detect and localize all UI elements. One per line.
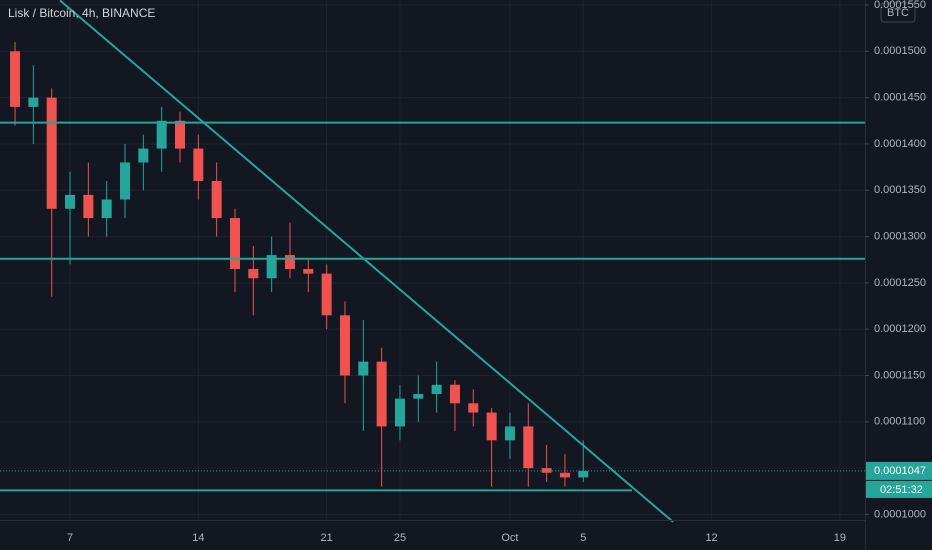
- x-tick-label: 21: [321, 532, 333, 544]
- y-tick-label: 0.0001300: [874, 230, 926, 242]
- candle-body: [193, 148, 204, 181]
- candle-body: [431, 384, 442, 395]
- x-tick-label: 19: [834, 532, 846, 544]
- y-tick-label: 0.0001200: [874, 323, 926, 335]
- candle-body: [46, 97, 57, 209]
- candle-body: [578, 470, 589, 478]
- last-price-box: [866, 461, 932, 480]
- candle-body: [83, 194, 94, 219]
- candle-body: [284, 255, 295, 269]
- candle-body: [486, 412, 497, 441]
- candle-body: [65, 194, 76, 209]
- candle-body: [248, 268, 259, 279]
- x-tick-label: 14: [192, 532, 204, 544]
- candle-body: [468, 403, 479, 413]
- y-tick-label: 0.0001000: [874, 508, 926, 520]
- y-tick-label: 0.0001350: [874, 184, 926, 196]
- candle-body: [138, 148, 149, 163]
- x-tick-label: 7: [67, 532, 73, 544]
- candle-body: [10, 51, 21, 107]
- y-tick-label: 0.0001550: [874, 0, 926, 11]
- x-tick-label: 5: [580, 532, 586, 544]
- candle-body: [504, 426, 515, 441]
- candle-body: [156, 120, 167, 149]
- y-tick-label: 0.0001100: [874, 416, 925, 428]
- candle-body: [413, 394, 424, 399]
- currency-label: BTC: [887, 7, 909, 19]
- candle-body: [339, 315, 350, 376]
- candle-body: [101, 199, 112, 219]
- candle-body: [303, 268, 314, 274]
- x-tick-label: 12: [705, 532, 717, 544]
- candle-body: [266, 255, 277, 279]
- candle-body: [394, 398, 405, 427]
- y-tick-label: 0.0001500: [874, 45, 926, 57]
- y-tick-label: 0.0001400: [874, 138, 926, 150]
- x-tick-label: Oct: [501, 532, 518, 544]
- candle-body: [175, 120, 186, 149]
- trend-line: [59, 0, 674, 523]
- candle-body: [229, 218, 240, 269]
- candle-body: [358, 361, 369, 376]
- candle-body: [559, 472, 570, 478]
- x-tick-label: 25: [394, 532, 406, 544]
- last-price-label: 0.0001047: [874, 465, 926, 477]
- candle-body: [211, 180, 222, 219]
- countdown-label: 02:51:32: [880, 484, 923, 496]
- y-tick-label: 0.0001150: [874, 369, 925, 381]
- y-tick-label: 0.0001450: [874, 92, 926, 104]
- currency-badge[interactable]: [880, 2, 916, 23]
- candle-body: [376, 361, 387, 427]
- candle-body: [28, 97, 39, 107]
- candle-body: [120, 162, 131, 200]
- chart-title: Lisk / Bitcoin, 4h, BINANCE: [8, 6, 155, 20]
- y-tick-label: 0.0001250: [874, 277, 926, 289]
- candle-body: [321, 273, 332, 316]
- candle-body: [523, 426, 534, 469]
- countdown-box: [866, 480, 932, 498]
- candle-body: [449, 384, 460, 404]
